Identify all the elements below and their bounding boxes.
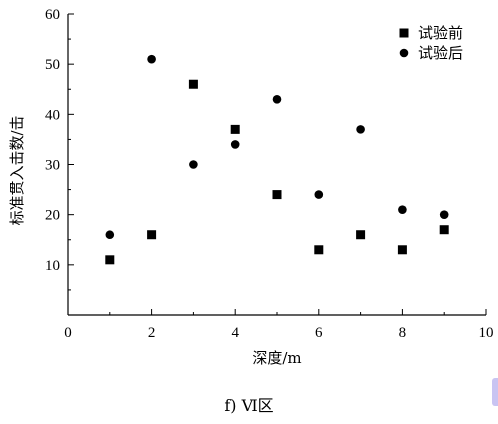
after-test-point — [105, 230, 115, 240]
x-tick-label: 6 — [315, 325, 323, 341]
legend-square-marker — [399, 28, 409, 38]
x-tick-label: 0 — [64, 325, 72, 341]
legend-label: 试验后 — [418, 44, 463, 62]
before-test-point — [356, 230, 366, 240]
after-test-point — [439, 210, 449, 219]
before-test-point — [105, 255, 115, 265]
before-test-point — [439, 225, 449, 235]
before-test-point — [188, 79, 198, 89]
corner-accent — [492, 378, 498, 406]
after-test-point — [189, 160, 198, 169]
data-points — [105, 54, 449, 265]
after-test-point — [147, 54, 156, 64]
legend-circle-marker — [399, 48, 409, 58]
y-tick-label: 20 — [45, 208, 60, 224]
y-axis-ticks: 10 20 30 40 50 60 — [45, 7, 74, 316]
before-test-point — [272, 190, 282, 200]
x-tick-label: 2 — [148, 325, 156, 341]
after-test-point — [230, 140, 240, 149]
after-test-point — [356, 125, 365, 134]
legend-label: 试验前 — [418, 24, 463, 42]
before-test-point — [397, 245, 407, 255]
y-tick-label: 60 — [45, 7, 60, 23]
x-axis-title: 深度/m — [252, 349, 301, 367]
y-tick-label: 50 — [45, 57, 60, 73]
before-test-point — [147, 230, 157, 240]
after-test-point — [314, 190, 324, 199]
y-tick-label: 10 — [45, 258, 60, 274]
after-test-point — [398, 205, 407, 214]
y-tick-label: 30 — [45, 158, 60, 174]
y-tick-label: 40 — [45, 107, 60, 123]
after-test-point — [272, 94, 282, 104]
figure-caption: f) Ⅵ区 — [224, 396, 274, 415]
before-test-point — [230, 124, 240, 134]
before-test-point — [314, 245, 324, 255]
x-axis-ticks: 0 2 4 6 8 10 — [64, 309, 494, 341]
x-tick-label: 8 — [399, 325, 407, 341]
x-tick-label: 10 — [479, 325, 494, 341]
x-tick-label: 4 — [231, 325, 239, 341]
y-axis-title: 标准贯入击数/击 — [8, 115, 26, 225]
